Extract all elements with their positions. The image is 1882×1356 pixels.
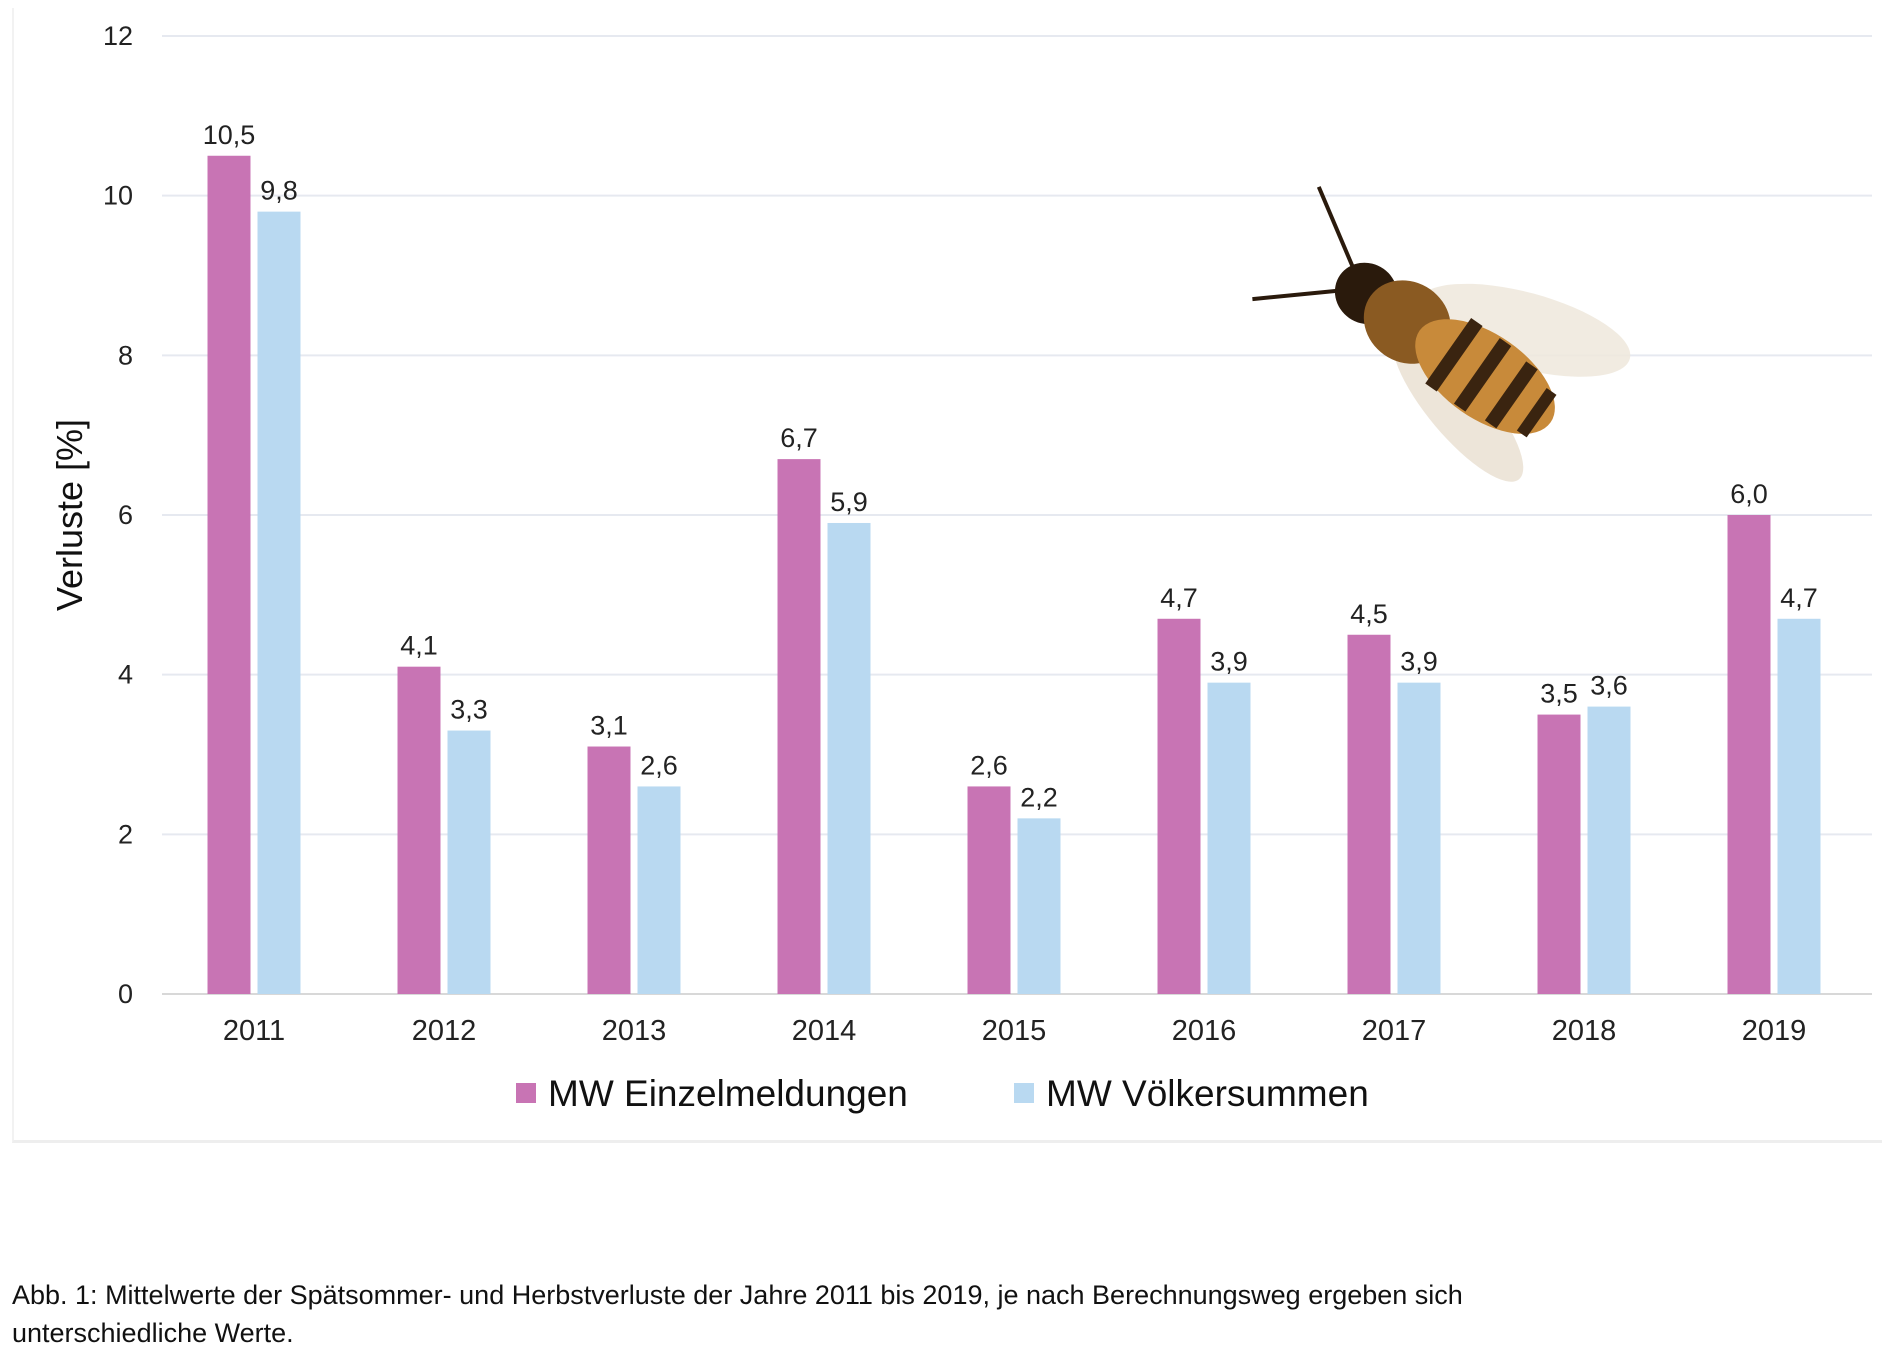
chart-frame [12, 8, 1882, 1143]
data-label: 2,2 [1020, 782, 1058, 812]
x-tick-label: 2015 [982, 1015, 1047, 1047]
bar-einzelmeldungen [207, 155, 251, 994]
bar-einzelmeldungen [1727, 515, 1771, 994]
data-label: 3,9 [1400, 647, 1438, 677]
y-tick-label: 0 [118, 979, 133, 1009]
x-tick-label: 2011 [223, 1015, 285, 1047]
bar-chart: 0 2 4 6 8 10 12 Verluste [%] 2011 2012 2013 2014 201… [49, 21, 1872, 1114]
legend-swatch [1014, 1083, 1034, 1103]
data-label: 3,6 [1590, 671, 1628, 701]
y-tick-label: 4 [118, 660, 133, 690]
legend-label: MW Einzelmeldungen [548, 1073, 908, 1114]
data-label: 9,8 [260, 176, 298, 206]
bar-voelkersummen [1207, 682, 1251, 994]
bar-voelkersummen [1397, 682, 1441, 994]
data-label: 4,5 [1350, 599, 1388, 629]
y-tick-label: 8 [118, 340, 133, 370]
figure-caption: Abb. 1: Mittelwerte der Spätsommer- und … [12, 1276, 1872, 1352]
data-label: 6,0 [1730, 479, 1768, 509]
y-tick-label: 2 [118, 819, 133, 849]
bar-einzelmeldungen [1157, 618, 1201, 994]
x-tick-label: 2019 [1742, 1015, 1807, 1047]
data-label: 3,3 [450, 695, 488, 725]
x-tick-label: 2017 [1362, 1015, 1427, 1047]
data-label: 3,9 [1210, 647, 1248, 677]
legend-swatch [516, 1083, 536, 1103]
data-label: 10,5 [203, 120, 256, 150]
bar-voelkersummen [447, 730, 491, 994]
bar-voelkersummen [1777, 618, 1821, 994]
bar-einzelmeldungen [777, 459, 821, 994]
caption-line-2: unterschiedliche Werte. [12, 1318, 294, 1348]
data-label: 3,1 [590, 711, 628, 741]
bar-einzelmeldungen [967, 786, 1011, 994]
bar-einzelmeldungen [1537, 714, 1581, 994]
data-label: 2,6 [640, 750, 678, 780]
bar-voelkersummen [257, 211, 301, 995]
x-tick-label: 2018 [1552, 1015, 1617, 1047]
data-label: 3,5 [1540, 679, 1578, 709]
data-label: 6,7 [780, 423, 818, 453]
bar-einzelmeldungen [397, 666, 441, 994]
x-tick-label: 2014 [792, 1015, 857, 1047]
data-label: 4,7 [1780, 583, 1818, 613]
data-label: 5,9 [830, 487, 868, 517]
bee-image [1252, 186, 1631, 482]
y-tick-label: 10 [103, 181, 133, 211]
data-label: 4,1 [400, 631, 438, 661]
caption-line-1: Abb. 1: Mittelwerte der Spätsommer- und … [12, 1280, 1463, 1310]
bar-voelkersummen [827, 522, 871, 994]
x-tick-label: 2016 [1172, 1015, 1237, 1047]
x-tick-label: 2013 [602, 1015, 667, 1047]
legend-label: MW Völkersummen [1046, 1073, 1369, 1114]
y-tick-label: 12 [103, 21, 133, 51]
bar-voelkersummen [637, 786, 681, 994]
bar-einzelmeldungen [587, 746, 631, 994]
y-axis-label: Verluste [%] [49, 419, 90, 611]
data-label: 4,7 [1160, 583, 1198, 613]
data-label: 2,6 [970, 750, 1008, 780]
bar-einzelmeldungen [1347, 634, 1391, 994]
x-tick-label: 2012 [412, 1015, 477, 1047]
bar-voelkersummen [1587, 706, 1631, 994]
y-tick-label: 6 [118, 500, 133, 530]
bar-voelkersummen [1017, 818, 1061, 994]
